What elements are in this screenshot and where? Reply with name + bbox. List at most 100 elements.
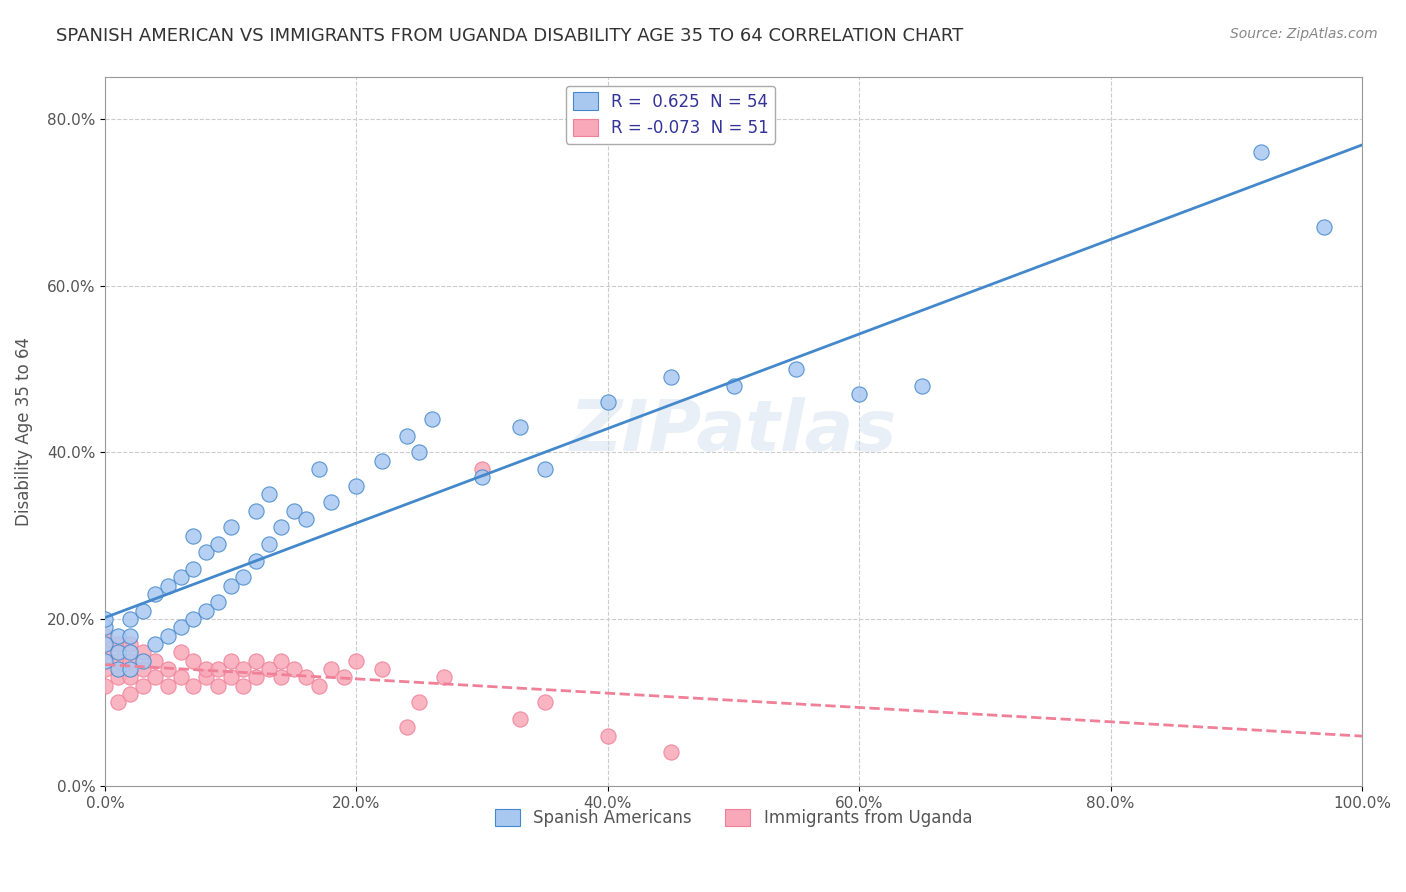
- Immigrants from Uganda: [132, 645, 155, 659]
- Immigrants from Uganda: [283, 662, 305, 676]
- Immigrants from Uganda: [181, 679, 204, 693]
- Immigrants from Uganda: [370, 662, 392, 676]
- Spanish Americans: [107, 629, 129, 643]
- Spanish Americans: [370, 454, 392, 468]
- Spanish Americans: [848, 387, 870, 401]
- Immigrants from Uganda: [245, 654, 267, 668]
- Spanish Americans: [219, 579, 242, 593]
- Spanish Americans: [308, 462, 330, 476]
- Spanish Americans: [145, 587, 167, 601]
- Immigrants from Uganda: [232, 679, 254, 693]
- Immigrants from Uganda: [509, 712, 531, 726]
- Immigrants from Uganda: [433, 670, 456, 684]
- Immigrants from Uganda: [270, 654, 292, 668]
- Spanish Americans: [395, 429, 418, 443]
- Spanish Americans: [94, 620, 117, 634]
- Spanish Americans: [1313, 220, 1336, 235]
- Immigrants from Uganda: [94, 679, 117, 693]
- Spanish Americans: [194, 604, 217, 618]
- Immigrants from Uganda: [659, 746, 682, 760]
- Immigrants from Uganda: [333, 670, 356, 684]
- Spanish Americans: [207, 537, 229, 551]
- Immigrants from Uganda: [107, 654, 129, 668]
- Spanish Americans: [534, 462, 557, 476]
- Spanish Americans: [232, 570, 254, 584]
- Spanish Americans: [1250, 145, 1272, 160]
- Immigrants from Uganda: [295, 670, 318, 684]
- Spanish Americans: [723, 378, 745, 392]
- Immigrants from Uganda: [94, 662, 117, 676]
- Spanish Americans: [169, 620, 191, 634]
- Immigrants from Uganda: [132, 662, 155, 676]
- Immigrants from Uganda: [245, 670, 267, 684]
- Spanish Americans: [94, 612, 117, 626]
- Immigrants from Uganda: [94, 645, 117, 659]
- Spanish Americans: [181, 612, 204, 626]
- Immigrants from Uganda: [145, 670, 167, 684]
- Spanish Americans: [120, 629, 142, 643]
- Immigrants from Uganda: [395, 721, 418, 735]
- Spanish Americans: [120, 612, 142, 626]
- Immigrants from Uganda: [156, 662, 179, 676]
- Spanish Americans: [120, 662, 142, 676]
- Spanish Americans: [596, 395, 619, 409]
- Immigrants from Uganda: [257, 662, 280, 676]
- Spanish Americans: [346, 479, 368, 493]
- Spanish Americans: [194, 545, 217, 559]
- Immigrants from Uganda: [408, 696, 430, 710]
- Spanish Americans: [509, 420, 531, 434]
- Spanish Americans: [295, 512, 318, 526]
- Immigrants from Uganda: [207, 679, 229, 693]
- Immigrants from Uganda: [107, 637, 129, 651]
- Text: ZIPatlas: ZIPatlas: [569, 397, 897, 467]
- Immigrants from Uganda: [156, 679, 179, 693]
- Spanish Americans: [181, 562, 204, 576]
- Immigrants from Uganda: [107, 696, 129, 710]
- Spanish Americans: [471, 470, 494, 484]
- Immigrants from Uganda: [120, 687, 142, 701]
- Spanish Americans: [156, 629, 179, 643]
- Immigrants from Uganda: [596, 729, 619, 743]
- Spanish Americans: [94, 637, 117, 651]
- Immigrants from Uganda: [120, 637, 142, 651]
- Spanish Americans: [245, 504, 267, 518]
- Immigrants from Uganda: [169, 645, 191, 659]
- Immigrants from Uganda: [219, 670, 242, 684]
- Spanish Americans: [257, 487, 280, 501]
- Spanish Americans: [132, 654, 155, 668]
- Immigrants from Uganda: [120, 670, 142, 684]
- Immigrants from Uganda: [207, 662, 229, 676]
- Spanish Americans: [107, 662, 129, 676]
- Spanish Americans: [270, 520, 292, 534]
- Immigrants from Uganda: [132, 679, 155, 693]
- Spanish Americans: [245, 554, 267, 568]
- Immigrants from Uganda: [94, 629, 117, 643]
- Spanish Americans: [659, 370, 682, 384]
- Spanish Americans: [219, 520, 242, 534]
- Immigrants from Uganda: [346, 654, 368, 668]
- Spanish Americans: [94, 654, 117, 668]
- Immigrants from Uganda: [534, 696, 557, 710]
- Spanish Americans: [107, 645, 129, 659]
- Spanish Americans: [257, 537, 280, 551]
- Immigrants from Uganda: [471, 462, 494, 476]
- Spanish Americans: [207, 595, 229, 609]
- Spanish Americans: [420, 412, 443, 426]
- Spanish Americans: [181, 529, 204, 543]
- Y-axis label: Disability Age 35 to 64: Disability Age 35 to 64: [15, 337, 32, 526]
- Immigrants from Uganda: [107, 670, 129, 684]
- Spanish Americans: [169, 570, 191, 584]
- Spanish Americans: [785, 362, 807, 376]
- Spanish Americans: [911, 378, 934, 392]
- Immigrants from Uganda: [120, 654, 142, 668]
- Immigrants from Uganda: [194, 662, 217, 676]
- Text: SPANISH AMERICAN VS IMMIGRANTS FROM UGANDA DISABILITY AGE 35 TO 64 CORRELATION C: SPANISH AMERICAN VS IMMIGRANTS FROM UGAN…: [56, 27, 963, 45]
- Immigrants from Uganda: [194, 670, 217, 684]
- Immigrants from Uganda: [181, 654, 204, 668]
- Immigrants from Uganda: [219, 654, 242, 668]
- Spanish Americans: [145, 637, 167, 651]
- Spanish Americans: [156, 579, 179, 593]
- Spanish Americans: [120, 645, 142, 659]
- Immigrants from Uganda: [145, 654, 167, 668]
- Legend: Spanish Americans, Immigrants from Uganda: Spanish Americans, Immigrants from Ugand…: [488, 803, 979, 834]
